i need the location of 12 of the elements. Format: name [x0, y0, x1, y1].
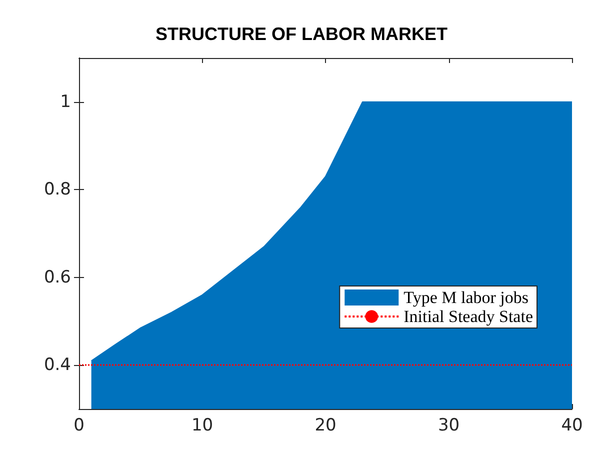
x-tick-label: 0 — [74, 416, 84, 436]
x-tick-label: 40 — [561, 416, 583, 436]
chart-title: STRUCTURE OF LABOR MARKET — [156, 24, 448, 44]
x-tick-label: 30 — [438, 416, 460, 436]
x-tick-label: 20 — [314, 416, 336, 436]
y-tick-label: 0.4 — [44, 355, 71, 376]
y-tick-label: 0.8 — [44, 180, 71, 200]
y-tick-label: 1 — [60, 92, 71, 112]
y-tick-label: 0.6 — [44, 267, 71, 288]
legend-label: Initial Steady State — [404, 307, 533, 326]
x-tick-label: 10 — [191, 416, 214, 436]
legend-label: Type M labor jobs — [404, 288, 529, 307]
